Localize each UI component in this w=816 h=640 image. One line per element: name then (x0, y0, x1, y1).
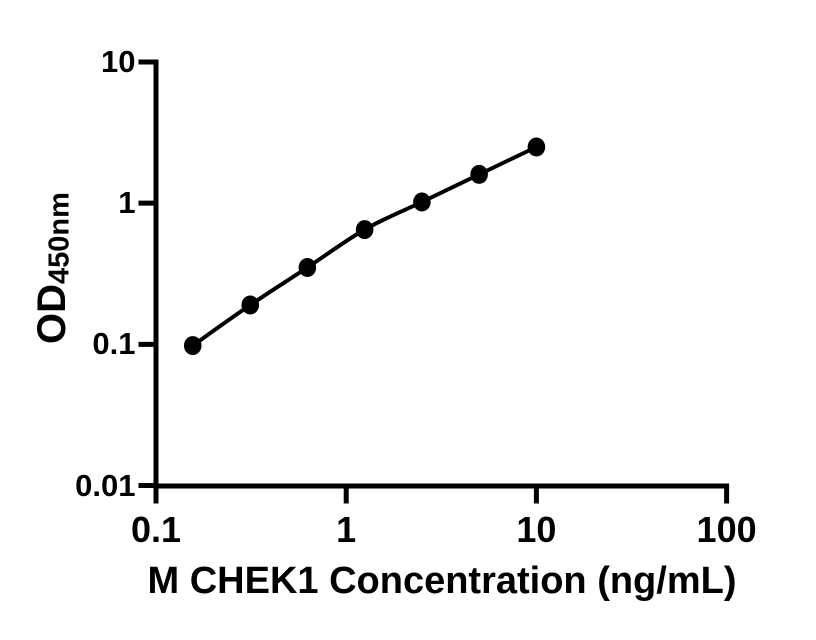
y-axis-title: OD450nm (27, 108, 77, 428)
data-point (241, 295, 260, 315)
y-axis-title-subscript: 450nm (43, 192, 76, 284)
y-tick-label: 10 (101, 44, 136, 79)
y-axis-title-main: OD (30, 283, 74, 344)
data-point (527, 137, 546, 157)
data-point (470, 164, 488, 184)
x-tick-label: 0.1 (130, 508, 182, 550)
y-tick-label: 0.01 (75, 467, 136, 503)
y-tick-label: 0.1 (92, 326, 136, 362)
y-tick-label: 1 (118, 185, 136, 221)
x-tick-label: 1 (336, 508, 357, 550)
data-point (355, 220, 374, 240)
x-tick-label: 100 (696, 508, 757, 550)
x-tick-label: 10 (516, 508, 557, 550)
data-point (413, 192, 431, 212)
data-point (298, 258, 317, 278)
data-point (183, 336, 202, 356)
x-axis-title: M CHEK1 Concentration (ng/mL) (147, 560, 737, 602)
